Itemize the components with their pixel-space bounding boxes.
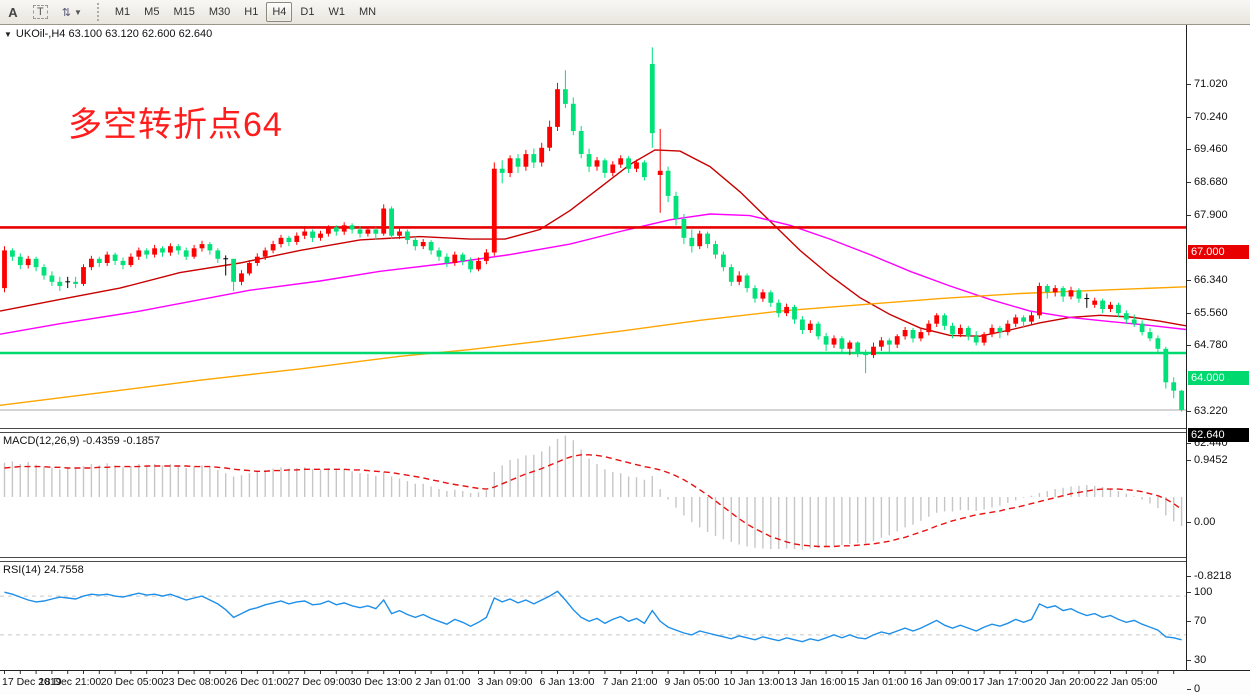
axis-tick-mark bbox=[1187, 214, 1191, 216]
arrows-tool-button[interactable]: ⇅ ▼ bbox=[56, 2, 88, 22]
text-box-tool-button[interactable]: T bbox=[27, 2, 54, 22]
date-tick-marks bbox=[4, 671, 1175, 674]
timeframe-button-h1[interactable]: H1 bbox=[244, 6, 259, 18]
ma-mid-line bbox=[0, 213, 1186, 335]
macd-signal-line bbox=[4, 454, 1183, 548]
axis-tick-label: 64.780 bbox=[1194, 339, 1228, 352]
chart-window: ▼ UKOil-,H4 63.100 63.120 62.600 62.640 … bbox=[0, 25, 1250, 695]
date-label: 26 Dec 01:00 bbox=[225, 676, 289, 688]
ma-fast-line bbox=[0, 149, 1186, 337]
date-label: 7 Jan 21:00 bbox=[602, 676, 658, 688]
axis-tick-label: 70.240 bbox=[1194, 110, 1228, 123]
timeframe-bar: M1 M5 M15 M30 H1 H4 D1 W1 MN bbox=[108, 2, 383, 22]
date-label: 10 Jan 13:00 bbox=[723, 676, 785, 688]
toolbar: A T ⇅ ▼ M1 M5 M15 M30 H1 H4 D1 W1 MN bbox=[0, 0, 1250, 25]
timeframe-button-w1[interactable]: W1 bbox=[328, 6, 345, 18]
date-label: 18 Dec 21:00 bbox=[38, 676, 102, 688]
date-label: 6 Jan 13:00 bbox=[539, 676, 595, 688]
rsi-line bbox=[4, 590, 1182, 643]
timeframe-button-d1[interactable]: D1 bbox=[300, 6, 315, 18]
chart-annotation-text: 多空转折点64 bbox=[68, 106, 283, 144]
timeframe-button-m30[interactable]: M30 bbox=[208, 6, 231, 18]
timeframe-button-mn[interactable]: MN bbox=[358, 6, 377, 18]
date-label: 3 Jan 09:00 bbox=[477, 676, 533, 688]
letter-a-icon: A bbox=[8, 4, 18, 20]
level-price-tag: 67.000 bbox=[1188, 245, 1249, 260]
rsi-chart[interactable] bbox=[0, 562, 1186, 670]
rsi-indicator-panel[interactable]: RSI(14) 24.7558 bbox=[0, 562, 1186, 670]
date-label: 20 Dec 05:00 bbox=[100, 676, 164, 688]
axis-tick-label: -0.8218 bbox=[1194, 570, 1232, 583]
axis-tick-label: 70 bbox=[1194, 615, 1207, 628]
date-label: 15 Jan 01:00 bbox=[847, 676, 909, 688]
panel-splitter[interactable] bbox=[0, 557, 1250, 562]
axis-tick-label: 0.00 bbox=[1194, 516, 1216, 528]
axis-tick-label: 0.9452 bbox=[1194, 453, 1228, 466]
candlestick-chart[interactable] bbox=[0, 25, 1186, 428]
axis-tick-mark bbox=[1187, 84, 1191, 85]
level-price-tag: 64.000 bbox=[1188, 370, 1249, 385]
date-label: 20 Jan 20:00 bbox=[1034, 676, 1096, 688]
price-chart-panel[interactable]: ▼ UKOil-,H4 63.100 63.120 62.600 62.640 … bbox=[0, 25, 1186, 428]
axis-tick-mark bbox=[1187, 576, 1191, 578]
symbol-info-line[interactable]: ▼ UKOil-,H4 63.100 63.120 62.600 62.640 bbox=[4, 28, 212, 40]
axis-tick-label: 68.680 bbox=[1194, 175, 1228, 188]
axis-tick-mark bbox=[1187, 459, 1191, 461]
axis-tick-mark bbox=[1187, 279, 1191, 281]
axis-tick-label: 66.340 bbox=[1194, 273, 1228, 286]
axis-tick-label: 63.220 bbox=[1194, 404, 1228, 417]
date-label: 2 Jan 01:00 bbox=[415, 676, 471, 688]
axis-tick-label: 0 bbox=[1194, 683, 1201, 695]
axis-tick-mark bbox=[1187, 592, 1191, 593]
axis-tick-label: 71.020 bbox=[1194, 78, 1228, 90]
macd-indicator-panel[interactable]: MACD(12,26,9) -0.4359 -0.1857 bbox=[0, 433, 1186, 557]
price-scale[interactable]: 71.020 70.240 69.460 68.680 67.900 66.340 65.5… bbox=[1186, 25, 1250, 695]
axis-tick-mark bbox=[1187, 181, 1191, 183]
axis-tick-mark bbox=[1187, 522, 1191, 523]
date-label: 16 Jan 09:00 bbox=[910, 676, 972, 688]
axis-tick-label: 100 bbox=[1194, 586, 1213, 598]
date-label: 30 Dec 13:00 bbox=[349, 676, 413, 688]
macd-chart[interactable] bbox=[0, 433, 1186, 557]
date-label: 13 Jan 16:00 bbox=[785, 676, 847, 688]
date-label: 17 Dec 2019 bbox=[2, 676, 62, 688]
date-axis[interactable]: 17 Dec 2019 18 Dec 21:00 20 Dec 05:00 23 De… bbox=[0, 671, 1250, 695]
timeframe-button-m1[interactable]: M1 bbox=[114, 6, 131, 18]
timeframe-button-h4[interactable]: H4 bbox=[266, 2, 293, 22]
axis-tick-mark bbox=[1187, 345, 1191, 347]
ma-slow-line bbox=[0, 286, 1186, 406]
date-label: 17 Jan 17:00 bbox=[972, 676, 1034, 688]
symbol-ohlc-text: UKOil-,H4 63.100 63.120 62.600 62.640 bbox=[15, 28, 213, 40]
text-selection-icon: T bbox=[33, 5, 48, 19]
timeframe-button-m15[interactable]: M15 bbox=[173, 6, 195, 18]
axis-tick-label: 30 bbox=[1194, 653, 1207, 666]
axis-tick-mark bbox=[1187, 659, 1191, 661]
date-label: 23 Dec 08:00 bbox=[162, 676, 226, 688]
timeframe-button-m5[interactable]: M5 bbox=[144, 6, 160, 18]
axis-tick-label: 67.900 bbox=[1194, 208, 1228, 221]
axis-tick-mark bbox=[1187, 410, 1191, 412]
date-label: 9 Jan 05:00 bbox=[664, 676, 720, 688]
panel-splitter[interactable] bbox=[0, 428, 1250, 433]
axis-separator bbox=[0, 670, 1250, 671]
axis-tick-mark bbox=[1187, 312, 1191, 314]
axis-tick-label: 65.560 bbox=[1194, 306, 1228, 319]
dropdown-caret-icon: ▼ bbox=[73, 7, 82, 17]
chevron-down-icon: ▼ bbox=[4, 29, 12, 39]
current-price-tag: 62.640 bbox=[1188, 427, 1249, 442]
toolbar-grip[interactable] bbox=[96, 3, 104, 21]
axis-tick-mark bbox=[1187, 621, 1191, 623]
axis-tick-mark bbox=[1187, 689, 1191, 690]
text-label-tool-button[interactable]: A bbox=[1, 2, 25, 22]
axis-tick-label: 69.460 bbox=[1194, 143, 1228, 156]
date-label: 22 Jan 05:00 bbox=[1096, 676, 1158, 688]
date-label: 27 Dec 09:00 bbox=[287, 676, 351, 688]
rsi-indicator-label: RSI(14) 24.7558 bbox=[3, 564, 84, 576]
axis-tick-mark bbox=[1187, 116, 1191, 118]
axis-tick-mark bbox=[1187, 443, 1191, 445]
arrows-icon: ⇅ bbox=[61, 6, 71, 19]
axis-tick-mark bbox=[1187, 149, 1191, 151]
macd-indicator-label: MACD(12,26,9) -0.4359 -0.1857 bbox=[3, 435, 161, 447]
